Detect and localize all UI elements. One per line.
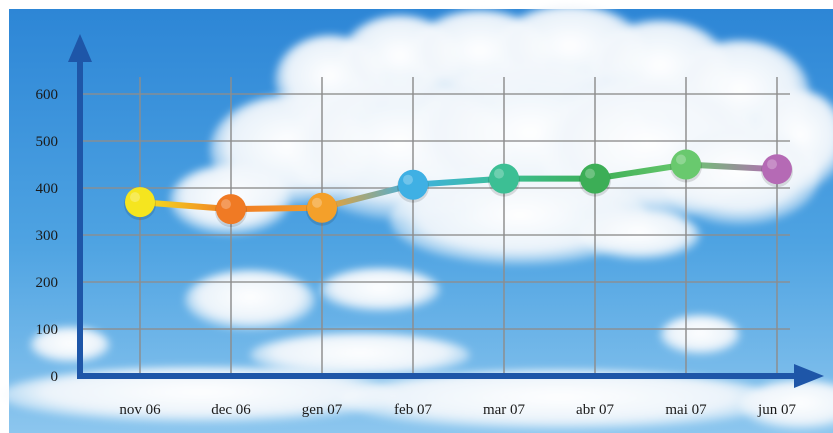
- data-point: [398, 169, 428, 200]
- x-axis-arrow-icon: [794, 364, 824, 388]
- data-point: [307, 192, 337, 223]
- y-tick-labels: 0 100 200 300 400 500 600: [36, 87, 59, 385]
- line-segment: [137, 199, 234, 213]
- y-tick-label: 500: [36, 134, 59, 150]
- x-tick-label: mar 07: [483, 402, 526, 418]
- data-point: [671, 149, 701, 180]
- data-point-highlight: [221, 199, 231, 210]
- line-segment: [683, 161, 780, 173]
- y-tick-label: 300: [36, 228, 59, 244]
- data-point-highlight: [676, 154, 686, 165]
- x-tick-label: gen 07: [302, 402, 343, 418]
- x-tick-label: jun 07: [757, 402, 796, 418]
- x-tick-labels: nov 06 dec 06 gen 07 feb 07 mar 07 abr 07 mai …: [119, 402, 796, 418]
- y-axis-arrow-icon: [68, 34, 92, 62]
- data-point: [580, 163, 610, 194]
- x-tick-label: nov 06: [119, 402, 161, 418]
- x-tick-label: abr 07: [576, 402, 614, 418]
- y-tick-label: 600: [36, 87, 59, 103]
- y-tick-label: 100: [36, 322, 59, 338]
- data-point: [489, 163, 519, 194]
- axes: [68, 34, 824, 388]
- line-segment: [228, 204, 325, 213]
- grid-lines: [80, 77, 790, 376]
- line-segment: [319, 181, 416, 211]
- line-segment: [410, 175, 507, 188]
- line-segment: [592, 161, 689, 182]
- x-tick-label: dec 06: [211, 402, 251, 418]
- y-tick-label: 400: [36, 181, 59, 197]
- data-point-highlight: [494, 168, 504, 179]
- data-point-highlight: [767, 159, 777, 170]
- data-point: [216, 194, 246, 225]
- clouds: [0, 5, 833, 430]
- y-tick-label: 200: [36, 275, 59, 291]
- data-point-highlight: [403, 174, 413, 185]
- data-point: [125, 187, 155, 218]
- data-point-highlight: [312, 197, 322, 208]
- x-tick-label: feb 07: [394, 402, 432, 418]
- data-point-highlight: [130, 192, 140, 203]
- y-tick-label: 0: [51, 369, 59, 385]
- series-line: [137, 161, 780, 213]
- data-points: [124, 149, 793, 228]
- x-tick-label: mai 07: [665, 402, 707, 418]
- data-point: [762, 154, 792, 185]
- data-point-highlight: [585, 168, 595, 179]
